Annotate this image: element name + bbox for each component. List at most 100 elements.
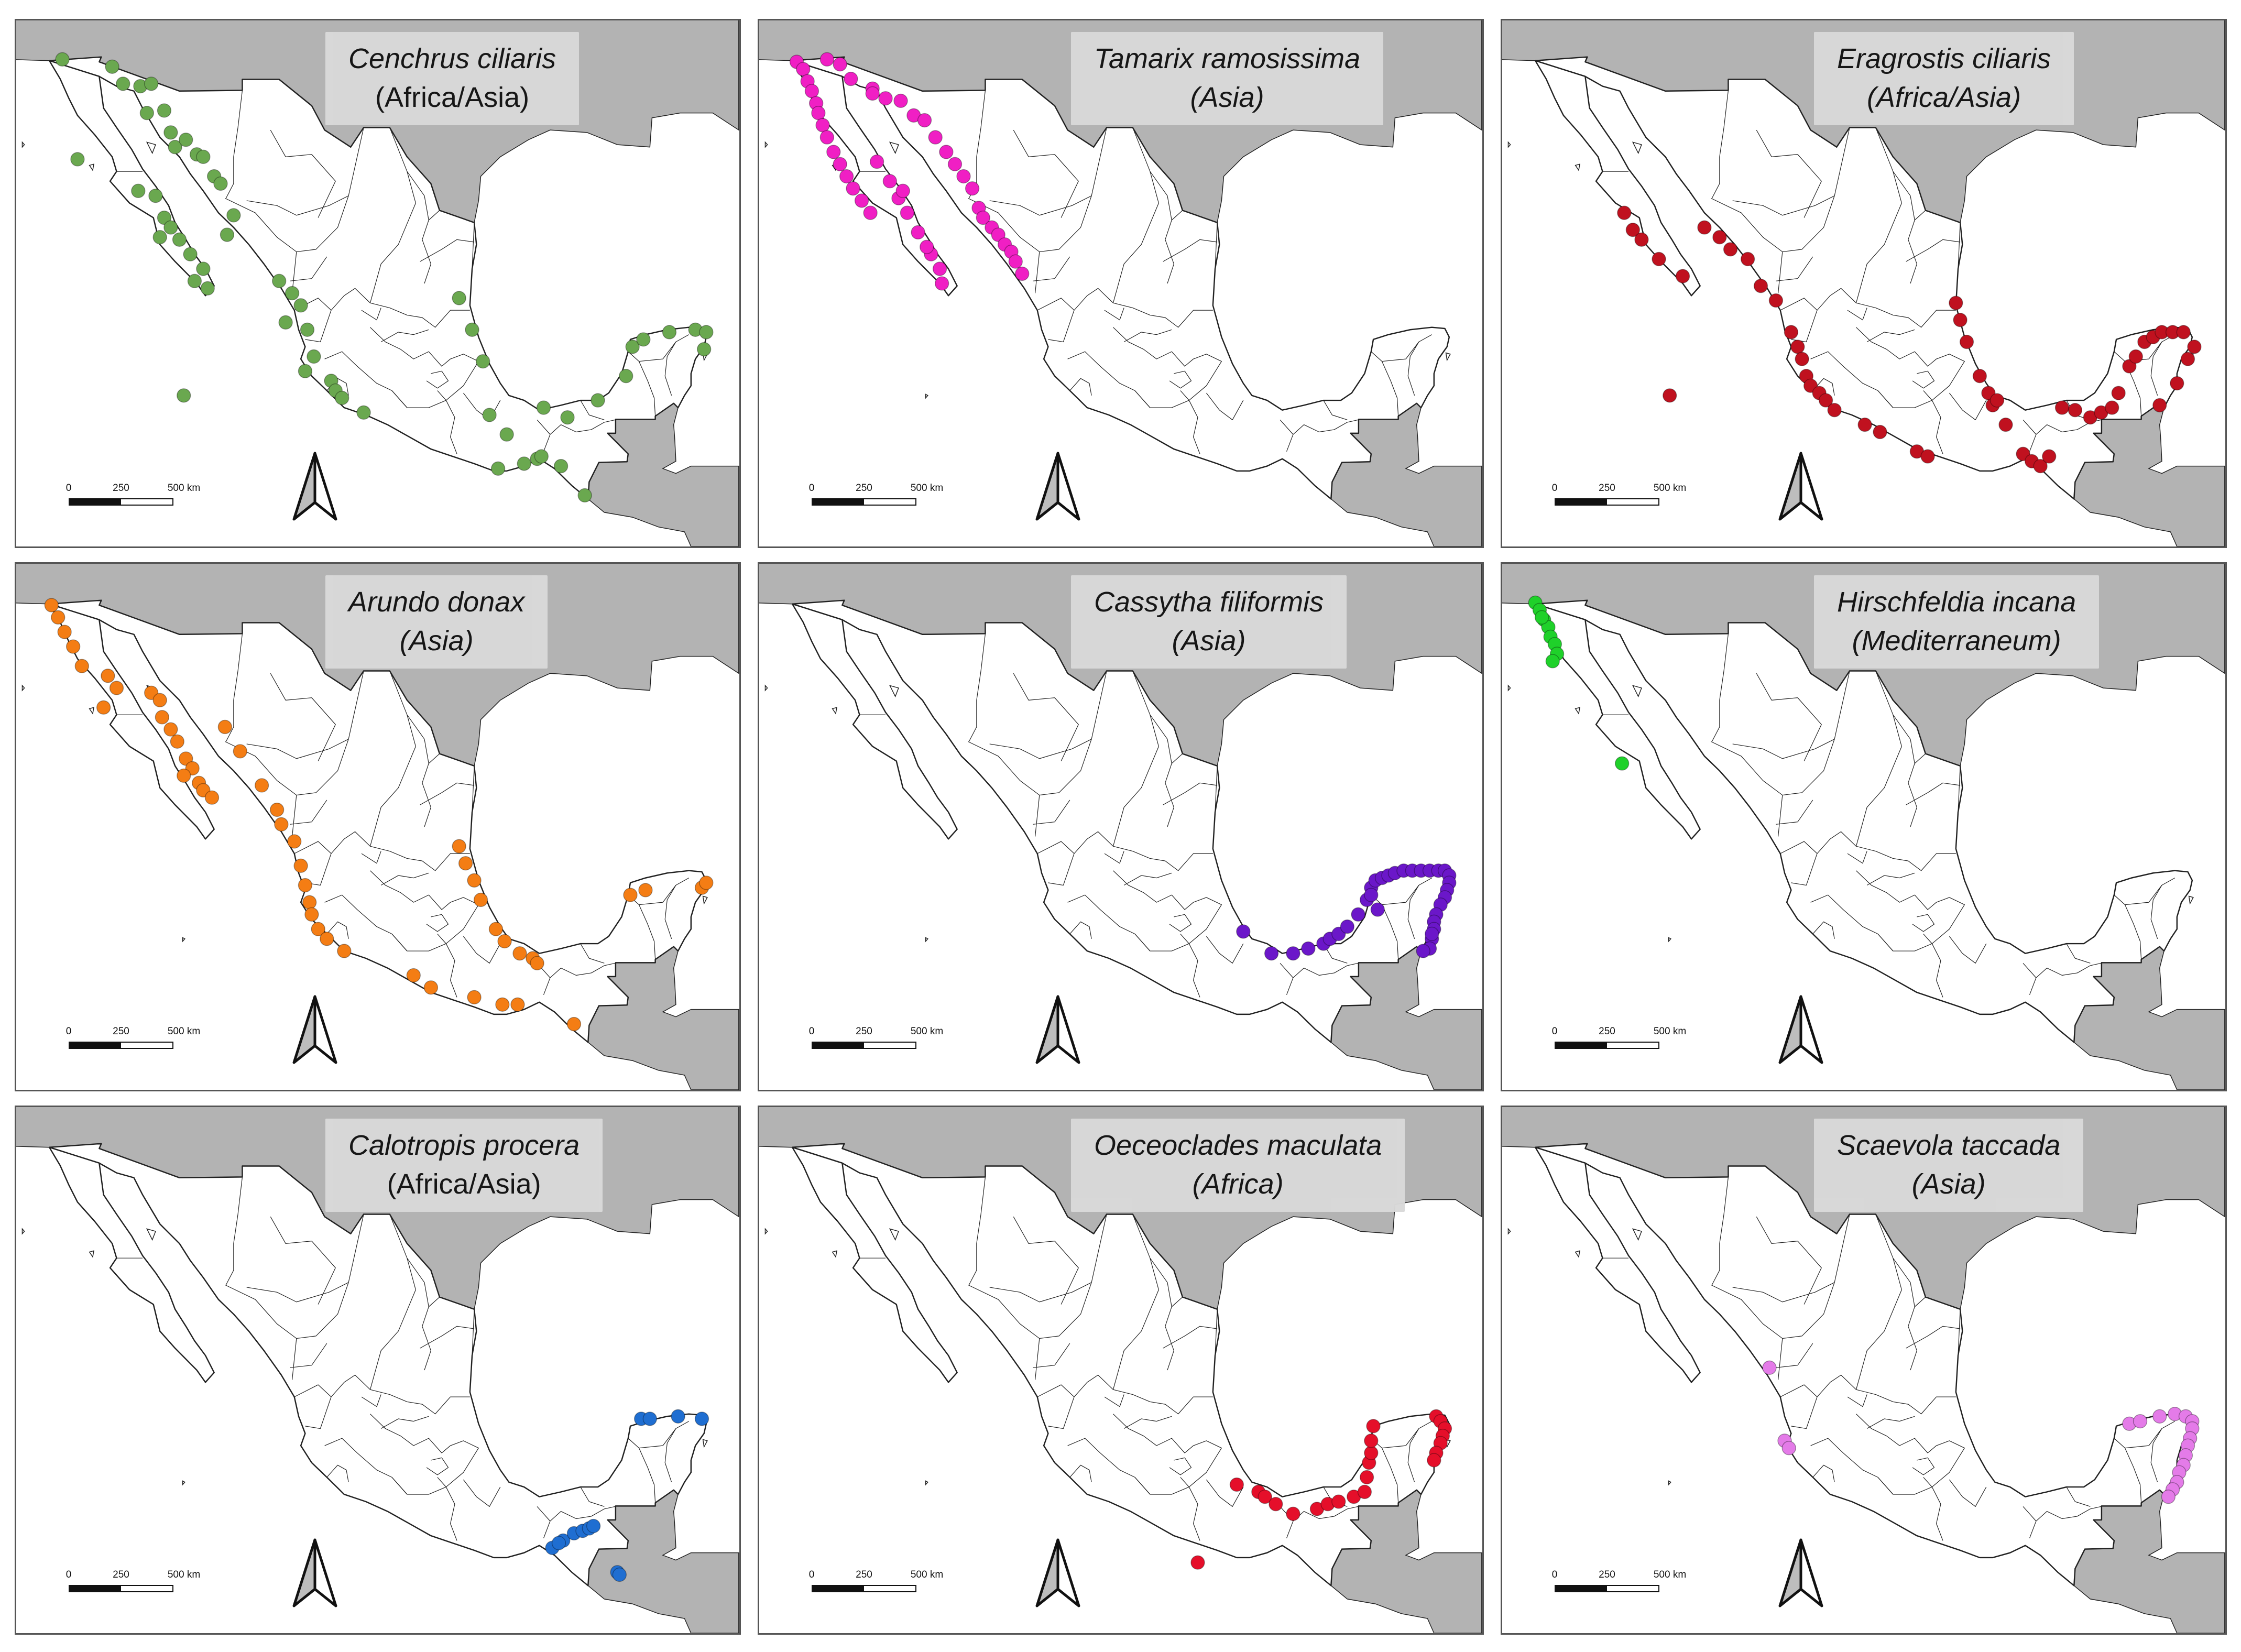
state-border bbox=[270, 1216, 336, 1305]
occurrence-point bbox=[105, 59, 119, 74]
state-border bbox=[1215, 765, 1218, 813]
state-border bbox=[1776, 800, 1813, 825]
state-border bbox=[326, 1464, 349, 1482]
state-border bbox=[437, 390, 446, 401]
scale-label-0: 0 bbox=[1551, 1569, 1558, 1580]
scale-bar: 0 250 500 km bbox=[809, 1026, 943, 1055]
state-border bbox=[1914, 753, 1926, 764]
state-border bbox=[1711, 741, 1783, 796]
occurrence-point bbox=[1008, 254, 1023, 269]
island bbox=[925, 1480, 928, 1486]
state-border bbox=[1215, 1309, 1218, 1356]
state-border bbox=[472, 765, 475, 813]
occurrence-point bbox=[1949, 296, 1963, 310]
scale-bar-graphic bbox=[69, 1585, 173, 1592]
occurrence-point bbox=[895, 183, 910, 199]
state-border bbox=[1958, 1309, 1961, 1356]
scale-bar: 0 250 500 km bbox=[809, 483, 943, 512]
state-border bbox=[1912, 1457, 1935, 1475]
state-border bbox=[1407, 885, 1419, 939]
species-name: Calotropis procera bbox=[348, 1130, 580, 1161]
map-panel-scaevola-taccada: Scaevola taccada (Asia) 0 250 500 km bbox=[1501, 1106, 2227, 1635]
occurrence-points bbox=[545, 1409, 709, 1582]
island bbox=[1632, 1228, 1642, 1241]
occurrence-point bbox=[272, 273, 287, 288]
scale-bar: 0 250 500 km bbox=[1552, 1026, 1686, 1055]
state-border bbox=[1958, 222, 1961, 269]
state-border bbox=[407, 714, 431, 827]
state-border bbox=[2150, 342, 2162, 396]
occurrence-point bbox=[815, 118, 830, 133]
state-border bbox=[407, 1257, 431, 1371]
state-border bbox=[1914, 210, 1926, 221]
occurrence-point bbox=[1634, 232, 1649, 247]
occurrence-point bbox=[423, 980, 439, 995]
occurrence-point bbox=[1340, 919, 1354, 934]
species-title-box: Scaevola taccada (Asia) bbox=[1814, 1119, 2084, 1212]
occurrence-point bbox=[699, 325, 714, 340]
state-border bbox=[1112, 1214, 1159, 1390]
state-border bbox=[305, 1374, 470, 1429]
state-border bbox=[1906, 239, 1961, 262]
state-border bbox=[369, 1214, 416, 1390]
occurrence-point bbox=[1652, 251, 1666, 267]
state-border bbox=[1371, 894, 1399, 960]
species-origin: (Africa) bbox=[1192, 1168, 1284, 1200]
occurrence-point bbox=[1781, 1441, 1796, 1456]
occurrence-point bbox=[116, 76, 130, 91]
occurrence-point bbox=[1236, 924, 1251, 939]
state-borders bbox=[116, 633, 690, 998]
state-border bbox=[1069, 921, 1092, 939]
island bbox=[89, 707, 94, 715]
state-border bbox=[445, 400, 457, 454]
occurrence-points bbox=[1190, 1409, 1452, 1570]
state-border bbox=[1711, 633, 1729, 742]
scale-label-1: 250 bbox=[1599, 1569, 1615, 1580]
state-border bbox=[664, 1428, 676, 1483]
map-panel-arundo-donax: Arundo donax (Asia) 0 250 500 km bbox=[15, 562, 741, 1091]
scale-bar: 0 250 500 km bbox=[1552, 483, 1686, 512]
mexico-mainland bbox=[48, 56, 707, 500]
occurrence-point bbox=[226, 208, 241, 223]
occurrence-point bbox=[1264, 946, 1279, 961]
occurrence-point bbox=[1545, 654, 1560, 669]
state-border bbox=[369, 127, 416, 303]
state-border bbox=[428, 210, 440, 221]
state-border bbox=[968, 633, 986, 742]
state-border bbox=[1776, 1343, 1813, 1368]
occurrence-point bbox=[636, 332, 651, 347]
occurrence-point bbox=[699, 876, 714, 890]
scale-label-1: 250 bbox=[113, 483, 129, 494]
occurrence-point bbox=[1795, 352, 1809, 366]
state-border bbox=[380, 1416, 429, 1429]
state-border bbox=[1104, 851, 1124, 864]
island bbox=[1632, 141, 1642, 155]
state-border bbox=[445, 943, 457, 998]
occurrence-point bbox=[1873, 424, 1887, 440]
occurrence-point bbox=[1959, 334, 1974, 349]
state-border bbox=[1855, 671, 1902, 847]
state-border bbox=[1382, 334, 1433, 362]
state-border bbox=[1293, 1506, 1359, 1522]
island bbox=[889, 1228, 899, 1241]
scale-label-1: 250 bbox=[856, 1026, 872, 1037]
occurrence-point bbox=[177, 768, 191, 783]
occurrence-point bbox=[1269, 1497, 1283, 1512]
state-border bbox=[225, 1284, 297, 1339]
state-border bbox=[290, 256, 327, 281]
occurrence-point bbox=[1258, 1489, 1272, 1504]
occurrence-point bbox=[311, 922, 325, 936]
scale-bar-labels: 0 250 500 km bbox=[66, 1569, 200, 1583]
occurrence-point bbox=[204, 790, 220, 805]
state-border bbox=[1163, 1326, 1218, 1349]
occurrence-point bbox=[671, 1409, 685, 1424]
occurrence-points bbox=[1236, 863, 1457, 961]
state-border bbox=[1912, 914, 1935, 932]
scale-bar-labels: 0 250 500 km bbox=[809, 1026, 943, 1040]
occurrence-point bbox=[939, 145, 954, 159]
baja-california-peninsula bbox=[48, 60, 215, 297]
scale-bar-labels: 0 250 500 km bbox=[1552, 1026, 1686, 1040]
state-border bbox=[361, 851, 381, 864]
state-border bbox=[989, 671, 1107, 759]
state-border bbox=[1780, 1384, 1818, 1397]
